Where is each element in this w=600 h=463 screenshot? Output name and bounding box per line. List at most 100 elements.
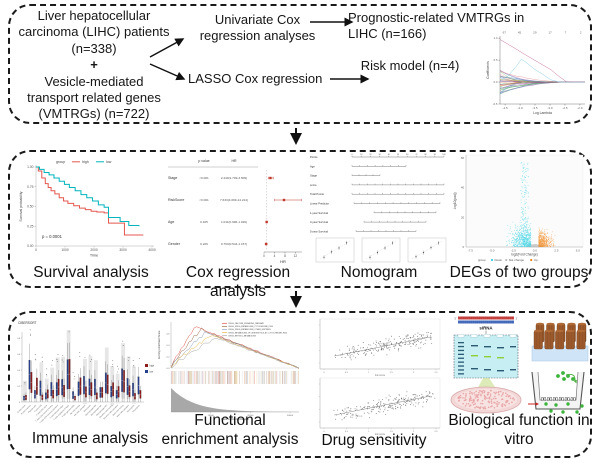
result-prognostic-vmtrgs: Prognostic-related VMTRGs in LIHC (n=166… (348, 10, 525, 42)
svg-text:7.633(4.099-14.214): 7.633(4.099-14.214) (220, 198, 248, 202)
cohort-box: Liver hepatocellular carcinoma (LIHC) pa… (18, 8, 170, 123)
svg-text:0.8: 0.8 (17, 338, 21, 340)
svg-text:KEGG_RETINOL_METABOLISM: KEGG_RETINOL_METABOLISM (229, 334, 257, 337)
svg-text:0.6: 0.6 (166, 334, 170, 336)
svg-text:risk score: risk score (375, 433, 386, 436)
svg-text:p = 0.0001: p = 0.0001 (42, 234, 63, 239)
svg-text:HR: HR (280, 259, 286, 264)
svg-text:-5.0: -5.0 (489, 249, 495, 253)
method-univariate-cox: Univariate Cox regression analyses (199, 12, 316, 44)
svg-text:20: 20 (461, 215, 465, 219)
svg-text:0.75: 0.75 (27, 185, 34, 189)
svg-text:Up: Up (534, 258, 538, 262)
svg-text:1-year Survival: 1-year Survival (310, 211, 328, 215)
cohort-text-2: Vesicle-mediated transport related genes… (27, 73, 161, 122)
svg-text:Gender: Gender (168, 242, 181, 246)
svg-text:0.0: 0.0 (494, 80, 498, 84)
caption-survival-analysis: Survival analysis (33, 264, 149, 281)
svg-text:1.00: 1.00 (27, 165, 34, 169)
lasso-coefficient-plot: 67 45 29 17 7 2 -4.5 -4.0 -3.5 -3.0 -2.5 -2.0 -0.5 0.… (486, 31, 586, 115)
svg-text:0.6: 0.6 (17, 354, 21, 356)
result-risk-model: Risk model (n=4) (360, 58, 460, 73)
svg-text:60: 60 (461, 156, 465, 160)
svg-text:*: * (90, 361, 91, 364)
svg-text:4000: 4000 (148, 248, 156, 252)
svg-text:KEGG_DRUG_METABOLISM_OTHER_ENZ: KEGG_DRUG_METABOLISM_OTHER_ENZYMES (229, 328, 272, 331)
svg-text:2.449(1.709-3.509): 2.449(1.709-3.509) (221, 176, 247, 180)
svg-text:3': 3' (516, 317, 518, 321)
svg-text:*: * (112, 366, 113, 369)
svg-text:Linear Predictor: Linear Predictor (310, 202, 329, 206)
svg-text:0.25: 0.25 (27, 224, 34, 228)
svg-text:-3.5: -3.5 (532, 106, 538, 110)
svg-text:Down: Down (495, 258, 503, 262)
svg-text:0.50: 0.50 (27, 205, 34, 209)
svg-text:2000: 2000 (90, 248, 98, 252)
caption-cox-regression: Cox regression analysis (185, 264, 291, 300)
svg-text:67: 67 (503, 31, 507, 35)
svg-text:0.2: 0.2 (17, 386, 21, 388)
svg-text:10000: 10000 (208, 415, 215, 417)
svg-text:4: 4 (274, 254, 276, 258)
svg-text:90: 90 (434, 154, 436, 156)
svg-text:low: low (150, 371, 154, 374)
svg-text:-2.5: -2.5 (562, 106, 568, 110)
svg-text:-2.0: -2.0 (577, 106, 583, 110)
svg-text:T cells CD8: T cells CD8 (34, 405, 42, 413)
svg-text:29: 29 (533, 31, 537, 35)
svg-text:40: 40 (388, 154, 390, 156)
svg-text:<0.001: <0.001 (199, 176, 209, 180)
cox-forest-plot: p value HR Stage <0.001 2.449(1.709-3.509) Ri… (168, 159, 302, 264)
svg-text:45: 45 (518, 31, 522, 35)
svg-text:*: * (30, 335, 31, 338)
svg-text:Total Points: Total Points (310, 192, 325, 196)
svg-text:high: high (82, 160, 89, 164)
svg-text:1.5: 1.5 (390, 372, 394, 374)
svg-text:0: 0 (35, 248, 37, 252)
svg-text:score: score (310, 183, 317, 187)
svg-text:0.793(0.544-1.157): 0.793(0.544-1.157) (221, 242, 247, 246)
svg-text:1.5: 1.5 (390, 431, 394, 433)
svg-text:Coefficients: Coefficients (486, 61, 490, 79)
svg-text:KEGG_DRUG_METABOLISM_CYTOCHROM: KEGG_DRUG_METABOLISM_CYTOCHROME_P450 (229, 325, 273, 328)
svg-text:Time: Time (90, 254, 98, 258)
svg-text:RiskScore: RiskScore (168, 198, 184, 202)
in-vitro-illustration: 5' 3' siRNA (450, 316, 589, 414)
svg-text:1.0: 1.0 (494, 36, 498, 40)
caption-immune-analysis: Immune analysis (31, 430, 149, 447)
svg-text:5-year Survival: 5-year Survival (310, 229, 328, 233)
svg-text:5': 5' (455, 317, 457, 321)
svg-text:*: * (139, 358, 140, 361)
svg-text:100: 100 (442, 154, 445, 156)
svg-text:1: 1 (368, 372, 370, 374)
svg-text:0.5: 0.5 (345, 372, 349, 374)
survival-km-plot: 0.00 0.25 0.50 0.75 1.00 0 1000 2000 3000 4000 gro… (19, 160, 156, 258)
svg-text:8: 8 (284, 254, 286, 258)
svg-text:0.0: 0.0 (166, 368, 170, 370)
svg-text:2: 2 (580, 31, 582, 35)
svg-text:*: * (63, 362, 64, 365)
svg-text:0.5: 0.5 (345, 431, 349, 433)
svg-text:-4.5: -4.5 (503, 106, 509, 110)
cohort-text-1: Liver hepatocellular carcinoma (LIHC) pa… (18, 8, 170, 56)
caption-degs: DEGs of two groups (449, 264, 589, 281)
svg-text:60: 60 (406, 154, 408, 156)
svg-text:Log Lambda: Log Lambda (533, 111, 552, 115)
svg-text:Running Enrichment Score: Running Enrichment Score (158, 330, 161, 359)
svg-text:Points: Points (310, 155, 318, 159)
svg-text:0: 0 (351, 154, 352, 156)
svg-text:2: 2 (413, 372, 415, 374)
svg-text:CIBERSORT: CIBERSORT (18, 321, 37, 325)
svg-text:Not change: Not change (509, 258, 525, 262)
method-lasso-cox: LASSO Cox regression (188, 71, 323, 86)
svg-text:-4.0: -4.0 (517, 106, 523, 110)
nomogram-plot: Points 0 10 20 30 40 50 60 70 80 90 100 Age Stage scor… (310, 154, 447, 263)
svg-text:3-year Survival: 3-year Survival (310, 220, 328, 224)
svg-text:30: 30 (379, 154, 381, 156)
svg-text:Survival probability: Survival probability (19, 191, 23, 221)
svg-text:-0.5: -0.5 (493, 102, 498, 106)
svg-text:*: * (74, 378, 75, 381)
svg-text:0.4: 0.4 (166, 345, 170, 347)
svg-text:*: * (57, 361, 58, 364)
svg-text:80: 80 (425, 154, 427, 156)
